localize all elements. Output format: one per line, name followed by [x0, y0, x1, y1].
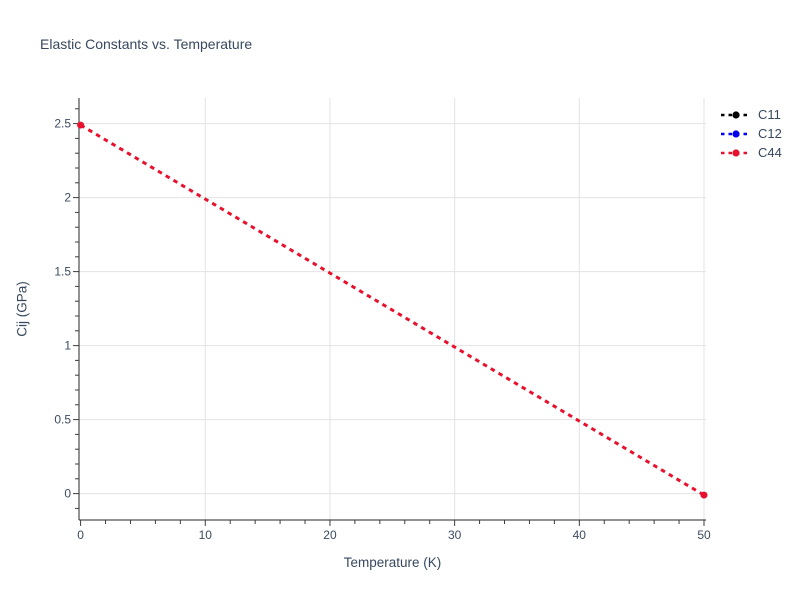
legend-marker-dot — [732, 129, 740, 138]
legend-item-C11: C11 — [721, 105, 782, 124]
y-tick-label: 2 — [64, 191, 71, 205]
x-tick-label: 0 — [77, 528, 84, 542]
grid-group — [79, 98, 706, 520]
y-axis-title: Cij (GPa) — [14, 281, 30, 337]
x-tick-label: 50 — [697, 528, 711, 542]
legend-label: C44 — [758, 145, 782, 160]
legend-glyph-C44 — [721, 148, 751, 157]
chart-title: Elastic Constants vs. Temperature — [40, 36, 253, 52]
tick-group — [73, 108, 705, 526]
legend-item-C44: C44 — [721, 143, 782, 162]
legend-label: C12 — [758, 126, 782, 141]
series-line-C44 — [79, 123, 705, 497]
legend-marker-dot — [732, 148, 740, 157]
data-point-C44 — [700, 491, 708, 499]
data-point-C44 — [77, 121, 85, 129]
x-tick-label: 20 — [323, 528, 337, 542]
x-axis-title: Temperature (K) — [343, 555, 442, 570]
x-tick-label: 30 — [448, 528, 462, 542]
legend: C11 C12 C44 — [721, 105, 782, 162]
series-C44 — [77, 121, 708, 499]
x-tick-label: 10 — [199, 528, 213, 542]
y-tick-label: 0 — [64, 487, 71, 501]
y-tick-label: 2.5 — [54, 117, 71, 131]
legend-label: C11 — [758, 107, 781, 122]
x-tick-label: 40 — [573, 528, 587, 542]
y-tick-label: 1.5 — [54, 265, 71, 279]
legend-glyph-C12 — [721, 129, 751, 138]
legend-glyph-C11 — [721, 110, 751, 119]
y-tick-label: 1 — [64, 339, 71, 353]
legend-item-C12: C12 — [721, 124, 782, 143]
legend-marker-dot — [732, 110, 740, 119]
y-tick-label: 0.5 — [54, 413, 71, 427]
tick-label-group: 0 10 20 30 40 50 0 0.5 1 1.5 2 2.5 — [54, 117, 711, 542]
